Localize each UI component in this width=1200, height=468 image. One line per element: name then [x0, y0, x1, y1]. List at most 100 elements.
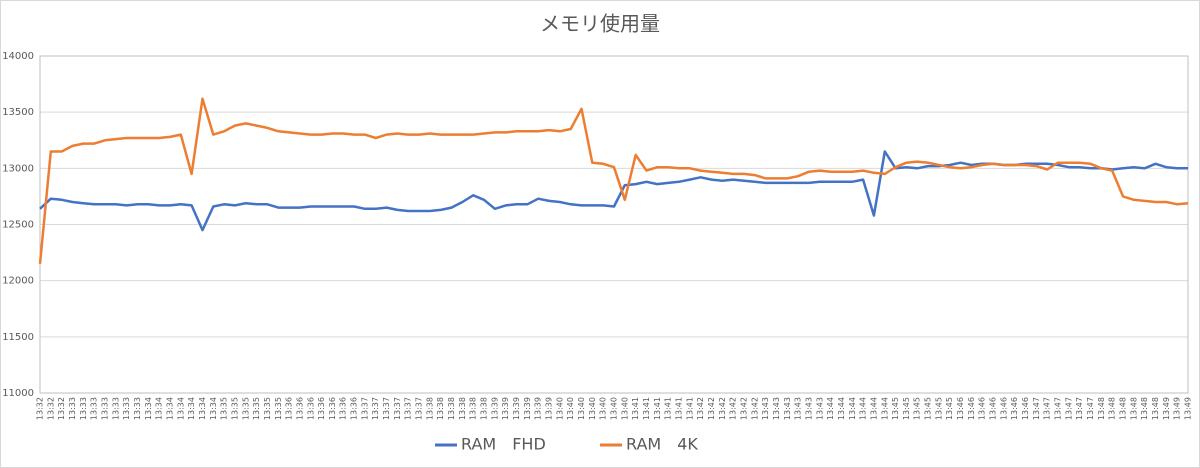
x-tick-label: 13:36	[339, 397, 348, 420]
x-tick-label: 13:34	[209, 397, 218, 420]
x-tick-label: 13:34	[198, 397, 207, 420]
x-tick-label: 13:47	[1075, 397, 1084, 420]
x-tick-label: 13:43	[794, 397, 803, 420]
x-tick-label: 13:36	[306, 397, 315, 420]
x-tick-label: 13:48	[1097, 397, 1106, 420]
x-tick-label: 13:36	[295, 397, 304, 420]
x-tick-label: 13:37	[360, 397, 369, 420]
x-tick-label: 13:47	[1086, 397, 1095, 420]
x-tick-label: 13:33	[79, 397, 88, 420]
x-tick-label: 13:44	[826, 397, 835, 420]
x-tick-label: 13:47	[1054, 397, 1063, 420]
x-tick-label: 13:40	[577, 397, 586, 420]
y-tick-label: 13500	[2, 107, 34, 118]
x-tick-label: 13:46	[978, 397, 987, 420]
x-tick-label: 13:42	[707, 397, 716, 420]
chart-title: メモリ使用量	[540, 12, 660, 36]
x-tick-label: 13:36	[328, 397, 337, 420]
x-tick-label: 13:48	[1151, 397, 1160, 420]
y-tick-label: 11500	[2, 332, 34, 343]
x-tick-label: 13:46	[999, 397, 1008, 420]
x-tick-label: 13:36	[317, 397, 326, 420]
x-tick-label: 13:39	[490, 397, 499, 420]
x-tick-label: 13:42	[750, 397, 759, 420]
x-tick-label: 13:44	[859, 397, 868, 420]
legend-label: RAM FHD	[461, 435, 546, 454]
x-tick-label: 13:38	[480, 397, 489, 420]
x-tick-label: 13:46	[1010, 397, 1019, 420]
x-tick-label: 13:35	[241, 397, 250, 420]
x-tick-label: 13:33	[122, 397, 131, 420]
x-tick-label: 13:41	[631, 397, 640, 420]
x-tick-label: 13:34	[155, 397, 164, 420]
x-tick-label: 13:46	[967, 397, 976, 420]
x-tick-label: 13:43	[804, 397, 813, 420]
x-tick-label: 13:41	[642, 397, 651, 420]
x-tick-label: 13:35	[263, 397, 272, 420]
x-tick-label: 13:48	[1129, 397, 1138, 420]
legend-label: RAM 4K	[626, 435, 698, 454]
x-tick-label: 13:40	[566, 397, 575, 420]
x-tick-label: 13:39	[545, 397, 554, 420]
x-tick-label: 13:40	[555, 397, 564, 420]
x-tick-label: 13:39	[534, 397, 543, 420]
x-tick-label: 13:35	[230, 397, 239, 420]
y-tick-label: 11000	[2, 388, 34, 399]
x-tick-label: 13:33	[68, 397, 77, 420]
x-tick-label: 13:32	[46, 397, 55, 420]
x-tick-label: 13:35	[252, 397, 261, 420]
x-tick-label: 13:38	[436, 397, 445, 420]
x-tick-label: 13:45	[891, 397, 900, 420]
x-tick-label: 13:44	[837, 397, 846, 420]
x-tick-label: 13:42	[729, 397, 738, 420]
x-tick-label: 13:47	[1043, 397, 1052, 420]
x-tick-label: 13:39	[512, 397, 521, 420]
x-tick-label: 13:43	[761, 397, 770, 420]
x-tick-label: 13:47	[1064, 397, 1073, 420]
x-tick-label: 13:48	[1140, 397, 1149, 420]
x-tick-label: 13:36	[285, 397, 294, 420]
x-tick-label: 13:34	[187, 397, 196, 420]
x-tick-label: 13:33	[133, 397, 142, 420]
x-tick-label: 13:45	[924, 397, 933, 420]
x-tick-label: 13:44	[880, 397, 889, 420]
x-tick-label: 13:40	[599, 397, 608, 420]
x-tick-label: 13:42	[696, 397, 705, 420]
x-tick-label: 13:45	[902, 397, 911, 420]
x-tick-label: 13:41	[653, 397, 662, 420]
series-line	[38, 97, 1189, 264]
x-tick-label: 13:44	[869, 397, 878, 420]
x-tick-label: 13:41	[664, 397, 673, 420]
x-tick-label: 13:41	[674, 397, 683, 420]
x-tick-label: 13:47	[1032, 397, 1041, 420]
x-tick-label: 13:43	[783, 397, 792, 420]
x-tick-label: 13:49	[1162, 397, 1171, 420]
x-tick-label: 13:38	[447, 397, 456, 420]
x-tick-label: 13:36	[350, 397, 359, 420]
plot-frame	[39, 55, 1189, 394]
x-tick-label: 13:46	[989, 397, 998, 420]
x-tick-label: 13:45	[913, 397, 922, 420]
x-tick-label: 13:38	[458, 397, 467, 420]
x-tick-label: 13:45	[934, 397, 943, 420]
x-tick-label: 13:33	[90, 397, 99, 420]
x-tick-label: 13:37	[415, 397, 424, 420]
x-tick-label: 13:48	[1119, 397, 1128, 420]
x-tick-label: 13:44	[848, 397, 857, 420]
x-tick-label: 13:35	[274, 397, 283, 420]
x-tick-label: 13:49	[1184, 397, 1193, 420]
x-tick-label: 13:49	[1173, 397, 1182, 420]
y-tick-label: 12000	[2, 276, 34, 287]
y-tick-label: 13000	[2, 163, 34, 174]
x-tick-label: 13:42	[739, 397, 748, 420]
y-tick-label: 12500	[2, 220, 34, 231]
x-tick-label: 13:43	[772, 397, 781, 420]
x-tick-label: 13:32	[57, 397, 66, 420]
x-tick-label: 13:34	[144, 397, 153, 420]
x-tick-label: 13:37	[393, 397, 402, 420]
y-tick-label: 14000	[2, 51, 34, 62]
x-tick-label: 13:37	[371, 397, 380, 420]
x-tick-label: 13:43	[815, 397, 824, 420]
